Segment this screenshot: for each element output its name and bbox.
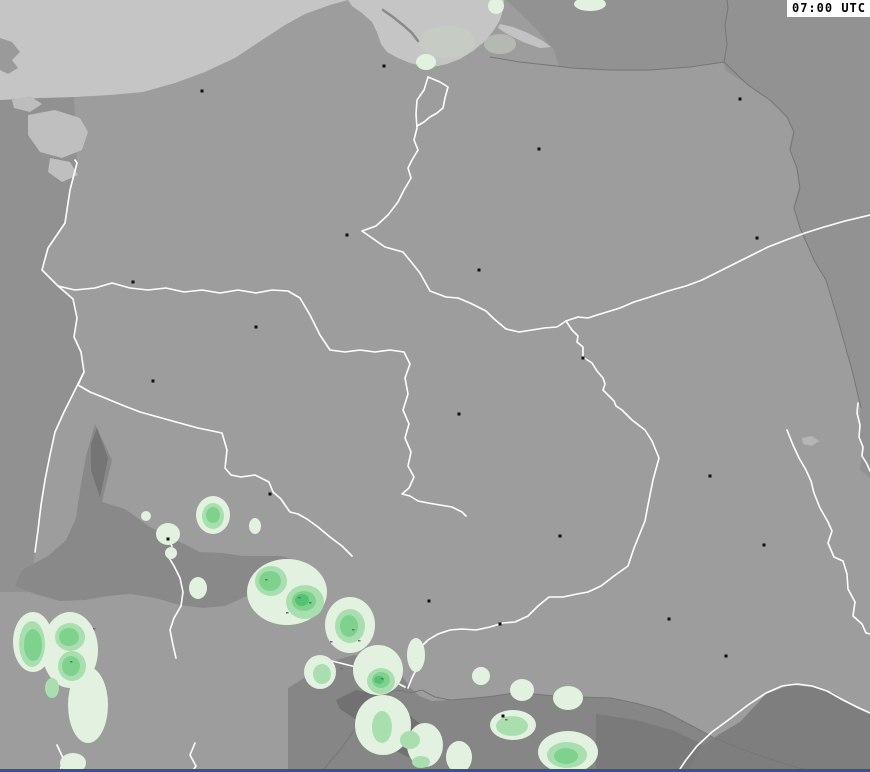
precip-cell-intense — [295, 594, 309, 606]
precip-cell-light — [156, 523, 180, 545]
radar-speck — [381, 678, 384, 680]
city-dot — [558, 534, 562, 538]
precip-cell-heavy — [259, 571, 281, 591]
river-bug-east — [856, 402, 870, 472]
precip-cell-light — [416, 54, 436, 70]
city-dot — [382, 64, 386, 68]
precip-cell-heavy — [24, 629, 42, 661]
radar-speck — [340, 668, 343, 670]
precip-cell-moderate — [496, 716, 528, 736]
precip-cell-moderate — [400, 731, 420, 749]
city-dot — [738, 97, 742, 101]
river-nogat-delta-branch — [416, 76, 449, 127]
precip-cell-light — [553, 686, 583, 710]
city-dot — [762, 543, 766, 547]
precip-cell-moderate — [372, 711, 392, 743]
river-narew-bug — [565, 214, 870, 322]
radar-speck — [93, 628, 96, 630]
precip-cell-light — [472, 667, 490, 685]
radar-speck — [505, 719, 508, 721]
city-dot — [477, 268, 481, 272]
precip-cell-heavy — [62, 656, 80, 676]
vistula-lagoon — [498, 24, 551, 48]
city-dot — [427, 599, 431, 603]
radar-speck — [352, 629, 355, 631]
color-scale-edge — [0, 769, 870, 772]
city-dot — [537, 147, 541, 151]
city-dot — [708, 474, 712, 478]
region-northeast-terrain — [506, 0, 870, 478]
precip-cell-light — [446, 741, 472, 772]
city-dot — [501, 714, 505, 718]
radar-speck — [286, 612, 289, 614]
city-dot — [755, 236, 759, 240]
city-dot — [498, 622, 502, 626]
region-sudetes-ridge — [91, 428, 108, 498]
hel-spit — [381, 8, 420, 43]
radar-speck — [265, 579, 268, 581]
urban-patch-southeast — [802, 436, 819, 446]
city-dot — [131, 280, 135, 284]
usedom-island — [12, 96, 42, 112]
precip-cell-light — [68, 667, 108, 743]
precip-cell-light — [249, 518, 261, 534]
border-kaliningrad-border — [489, 0, 729, 71]
river-vistula — [361, 76, 660, 689]
radar-speck — [330, 641, 333, 643]
city-dot — [724, 654, 728, 658]
precip-cell-heavy — [206, 507, 220, 523]
precip-cell-moderate — [45, 678, 59, 698]
precip-cell-moderate — [313, 664, 331, 684]
precip-cell-light — [407, 638, 425, 672]
precip-cell-light — [189, 577, 207, 599]
coastal-tint — [419, 26, 475, 58]
precip-cell-intense — [374, 676, 384, 684]
precip-cell-light — [141, 511, 151, 521]
precip-cell-light — [165, 547, 177, 559]
precip-cell-light — [488, 0, 504, 14]
precip-cell-heavy — [340, 615, 358, 637]
region-sudetes-terrain — [15, 424, 307, 608]
city-dot — [200, 89, 204, 93]
coastal-tint — [484, 34, 516, 54]
city-dot — [254, 325, 258, 329]
border-east-border — [723, 61, 862, 409]
city-dot — [268, 492, 272, 496]
radar-speck — [70, 661, 73, 663]
radar-speck — [309, 602, 312, 604]
radar-speck — [358, 640, 361, 642]
timestamp-label: 07:00 UTC — [786, 0, 870, 17]
river-neisse — [34, 371, 85, 553]
szczecin-lagoon — [28, 110, 88, 158]
river-oder — [41, 159, 353, 557]
river-warta — [57, 282, 467, 517]
city-dot — [166, 537, 170, 541]
coastal-inlet — [48, 158, 78, 182]
region-southeast-terrain — [688, 685, 870, 772]
city-dot — [667, 617, 671, 621]
ruegen-island — [0, 38, 20, 74]
city-dot — [345, 233, 349, 237]
precip-cell-light — [574, 0, 606, 11]
precip-cell-light — [60, 753, 86, 772]
precip-cell-moderate — [412, 756, 430, 768]
river-san — [677, 683, 870, 772]
baltic-sea — [0, 0, 504, 100]
river-bug-south — [786, 429, 870, 635]
city-dot — [457, 412, 461, 416]
region-west-terrain — [0, 97, 84, 592]
precip-cell-light — [510, 679, 534, 701]
precip-cell-heavy — [59, 628, 79, 646]
city-dot — [151, 379, 155, 383]
precip-cell-heavy — [554, 748, 578, 764]
radar-speck — [298, 597, 301, 599]
city-dot — [581, 356, 585, 360]
